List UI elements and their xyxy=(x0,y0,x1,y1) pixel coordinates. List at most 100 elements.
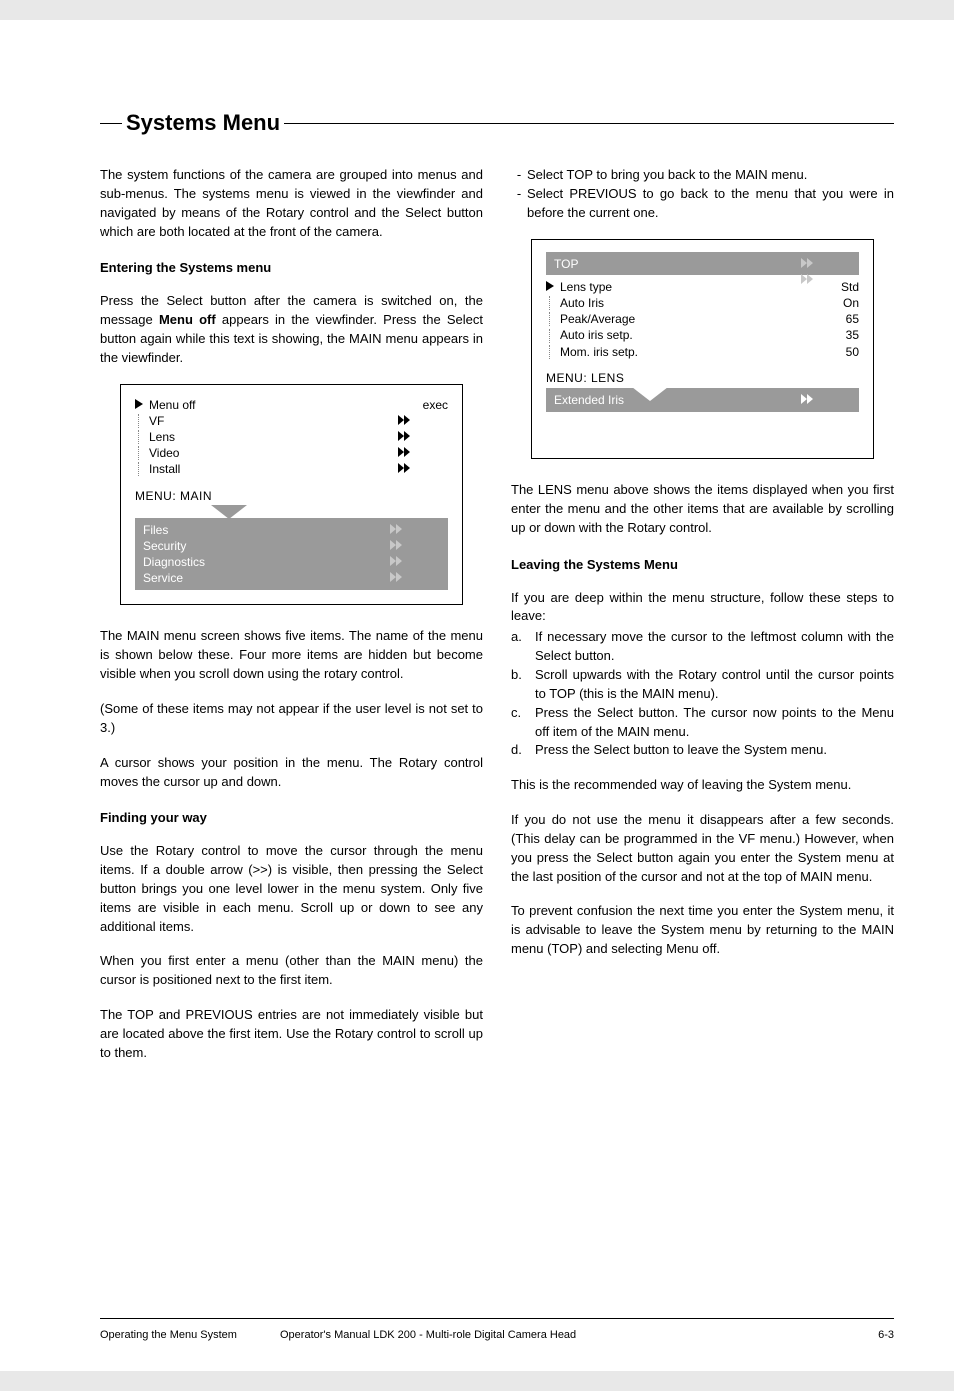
menu-item-name: TOP xyxy=(554,256,801,272)
menu-item-name: Mom. iris setp. xyxy=(560,344,809,360)
menu-item-name: Security xyxy=(143,538,390,554)
para: The MAIN menu screen shows five items. T… xyxy=(100,627,483,684)
para: A cursor shows your position in the menu… xyxy=(100,754,483,792)
para: Press the Select button after the camera… xyxy=(100,292,483,367)
dotted-line xyxy=(135,430,149,444)
list-marker: a. xyxy=(511,628,535,666)
menu-item-name: Auto iris setp. xyxy=(560,327,809,343)
footer-center: Operator's Manual LDK 200 - Multi-role D… xyxy=(280,1329,834,1341)
menu-item-hidden: Service xyxy=(143,570,440,586)
heading-finding: Finding your way xyxy=(100,809,483,828)
menu-item: Auto Iris On xyxy=(546,295,859,311)
menu-item: Install xyxy=(135,461,448,477)
menu-item-name: Menu off xyxy=(149,397,398,413)
menu-item-name: Diagnostics xyxy=(143,554,390,570)
bold-text: Menu off xyxy=(159,312,216,327)
menu-label: MENU: LENS xyxy=(532,364,873,388)
para: If you do not use the menu it disappears… xyxy=(511,811,894,886)
menu-item: Lens xyxy=(135,429,448,445)
bullet-item: - Select TOP to bring you back to the MA… xyxy=(511,166,894,185)
section-title-row: Systems Menu xyxy=(100,110,894,136)
left-column: The system functions of the camera are g… xyxy=(100,166,483,1079)
para: The system functions of the camera are g… xyxy=(100,166,483,241)
menu-hidden-area: Files Security Diagnostics Service xyxy=(135,518,448,591)
bullet-text: Select TOP to bring you back to the MAIN… xyxy=(527,166,894,185)
fast-forward-icon xyxy=(390,556,440,568)
menu-item-name: Extended Iris xyxy=(554,392,801,408)
columns: The system functions of the camera are g… xyxy=(100,166,894,1079)
menu-item-name: Video xyxy=(149,445,398,461)
para: When you first enter a menu (other than … xyxy=(100,952,483,990)
rule-right xyxy=(284,123,894,124)
section-title: Systems Menu xyxy=(122,110,284,136)
menu-item-name: Service xyxy=(143,570,390,586)
menu-item-val: 35 xyxy=(809,327,859,343)
menu-item-val: On xyxy=(809,295,859,311)
dotted-line xyxy=(546,329,560,343)
list-marker: c. xyxy=(511,704,535,742)
menu-item-hidden: Diagnostics xyxy=(143,554,440,570)
bullet-item: - Select PREVIOUS to go back to the menu… xyxy=(511,185,894,223)
dotted-line xyxy=(135,414,149,428)
list-text: Press the Select button to leave the Sys… xyxy=(535,741,894,760)
fast-forward-icon xyxy=(398,415,448,427)
fast-forward-icon xyxy=(390,540,440,552)
dotted-line xyxy=(135,446,149,460)
menu-item: Video xyxy=(135,445,448,461)
footer-right: 6-3 xyxy=(834,1329,894,1341)
menu-item-name: Peak/Average xyxy=(560,311,809,327)
bullet-list: - Select TOP to bring you back to the MA… xyxy=(511,166,894,223)
menu-item: Mom. iris setp. 50 xyxy=(546,344,859,360)
bullet-marker: - xyxy=(511,185,527,223)
fast-forward-icon xyxy=(398,431,448,443)
menu-item-name: Lens type xyxy=(560,279,809,295)
fast-forward-icon xyxy=(801,394,851,406)
fast-forward-icon xyxy=(390,524,440,536)
list-item: c. Press the Select button. The cursor n… xyxy=(511,704,894,742)
fast-forward-icon xyxy=(801,258,851,270)
dotted-line xyxy=(546,312,560,326)
menu-hidden-bottom: Extended Iris xyxy=(546,388,859,412)
dotted-line xyxy=(546,296,560,310)
menu-visible-area: Lens type Std Auto Iris On Peak/Average … xyxy=(532,275,873,364)
menu-item-val: 50 xyxy=(809,344,859,360)
menu-item-hidden: TOP xyxy=(554,256,851,272)
right-column: - Select TOP to bring you back to the MA… xyxy=(511,166,894,1079)
list-item: d. Press the Select button to leave the … xyxy=(511,741,894,760)
list-item: a. If necessary move the cursor to the l… xyxy=(511,628,894,666)
fast-forward-icon xyxy=(398,463,448,475)
ordered-list: a. If necessary move the cursor to the l… xyxy=(511,628,894,760)
main-menu-figure: Menu off exec VF Lens xyxy=(120,384,463,606)
heading-leaving: Leaving the Systems Menu xyxy=(511,556,894,575)
page: Systems Menu The system functions of the… xyxy=(0,20,954,1371)
menu-item: Auto iris setp. 35 xyxy=(546,327,859,343)
cursor-icon xyxy=(546,281,560,293)
para: The LENS menu above shows the items disp… xyxy=(511,481,894,538)
menu-item: Peak/Average 65 xyxy=(546,311,859,327)
para: (Some of these items may not appear if t… xyxy=(100,700,483,738)
page-footer: Operating the Menu System Operator's Man… xyxy=(100,1318,894,1341)
dotted-line xyxy=(546,345,560,359)
rule-left xyxy=(100,123,122,124)
list-marker: d. xyxy=(511,741,535,760)
cursor-icon xyxy=(135,399,149,411)
para: The TOP and PREVIOUS entries are not imm… xyxy=(100,1006,483,1063)
menu-item-hidden: Extended Iris xyxy=(554,392,851,408)
list-text: Press the Select button. The cursor now … xyxy=(535,704,894,742)
fast-forward-icon xyxy=(398,447,448,459)
menu-item-name: Auto Iris xyxy=(560,295,809,311)
menu-item-name: Install xyxy=(149,461,398,477)
menu-item-name: Lens xyxy=(149,429,398,445)
footer-left: Operating the Menu System xyxy=(100,1329,280,1341)
triangle-down-icon xyxy=(632,387,668,401)
menu-item-val: Std xyxy=(809,279,859,295)
menu-item-hidden: Security xyxy=(143,538,440,554)
list-item: b. Scroll upwards with the Rotary contro… xyxy=(511,666,894,704)
para: If you are deep within the menu structur… xyxy=(511,589,894,627)
para: To prevent confusion the next time you e… xyxy=(511,902,894,959)
fast-forward-icon xyxy=(390,572,440,584)
bullet-text: Select PREVIOUS to go back to the menu t… xyxy=(527,185,894,223)
menu-item: Lens type Std xyxy=(546,279,859,295)
bullet-marker: - xyxy=(511,166,527,185)
menu-item-val: exec xyxy=(398,397,448,413)
